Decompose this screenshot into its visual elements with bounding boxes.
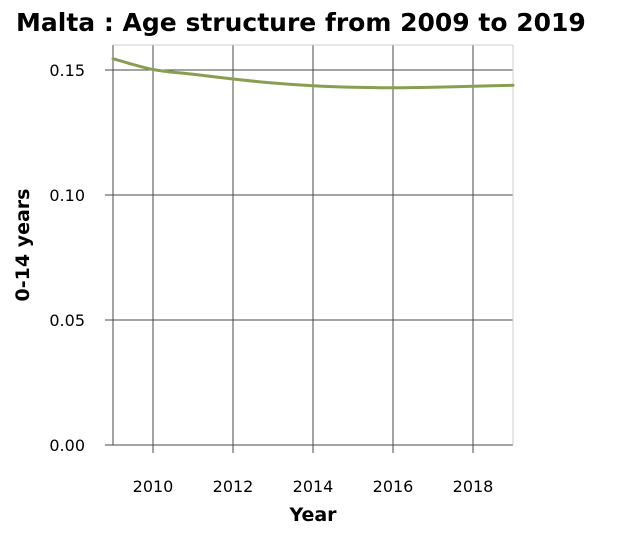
x-tick-label: 2012 <box>213 477 254 496</box>
plot-frame <box>113 44 514 445</box>
x-tick-label: 2014 <box>293 477 334 496</box>
y-axis-ticks: 0.00 0.05 0.10 0.15 <box>49 61 85 455</box>
y-tick-label: 0.15 <box>49 61 85 80</box>
series-layer <box>111 57 515 90</box>
chart-title: Malta : Age structure from 2009 to 2019 <box>16 8 586 37</box>
y-tick-label: 0.00 <box>49 436 85 455</box>
x-tick-label: 2010 <box>133 477 174 496</box>
x-axis-ticks: 2010 2012 2014 2016 2018 <box>133 477 494 496</box>
y-tick-label: 0.10 <box>49 186 85 205</box>
x-axis-label: Year <box>288 504 337 526</box>
x-tick-label: 2016 <box>373 477 414 496</box>
x-tick-label: 2018 <box>453 477 494 496</box>
series-line <box>111 57 515 90</box>
y-axis-label: 0-14 years <box>12 189 34 302</box>
grid-lines <box>105 45 513 453</box>
y-tick-label: 0.05 <box>49 311 85 330</box>
